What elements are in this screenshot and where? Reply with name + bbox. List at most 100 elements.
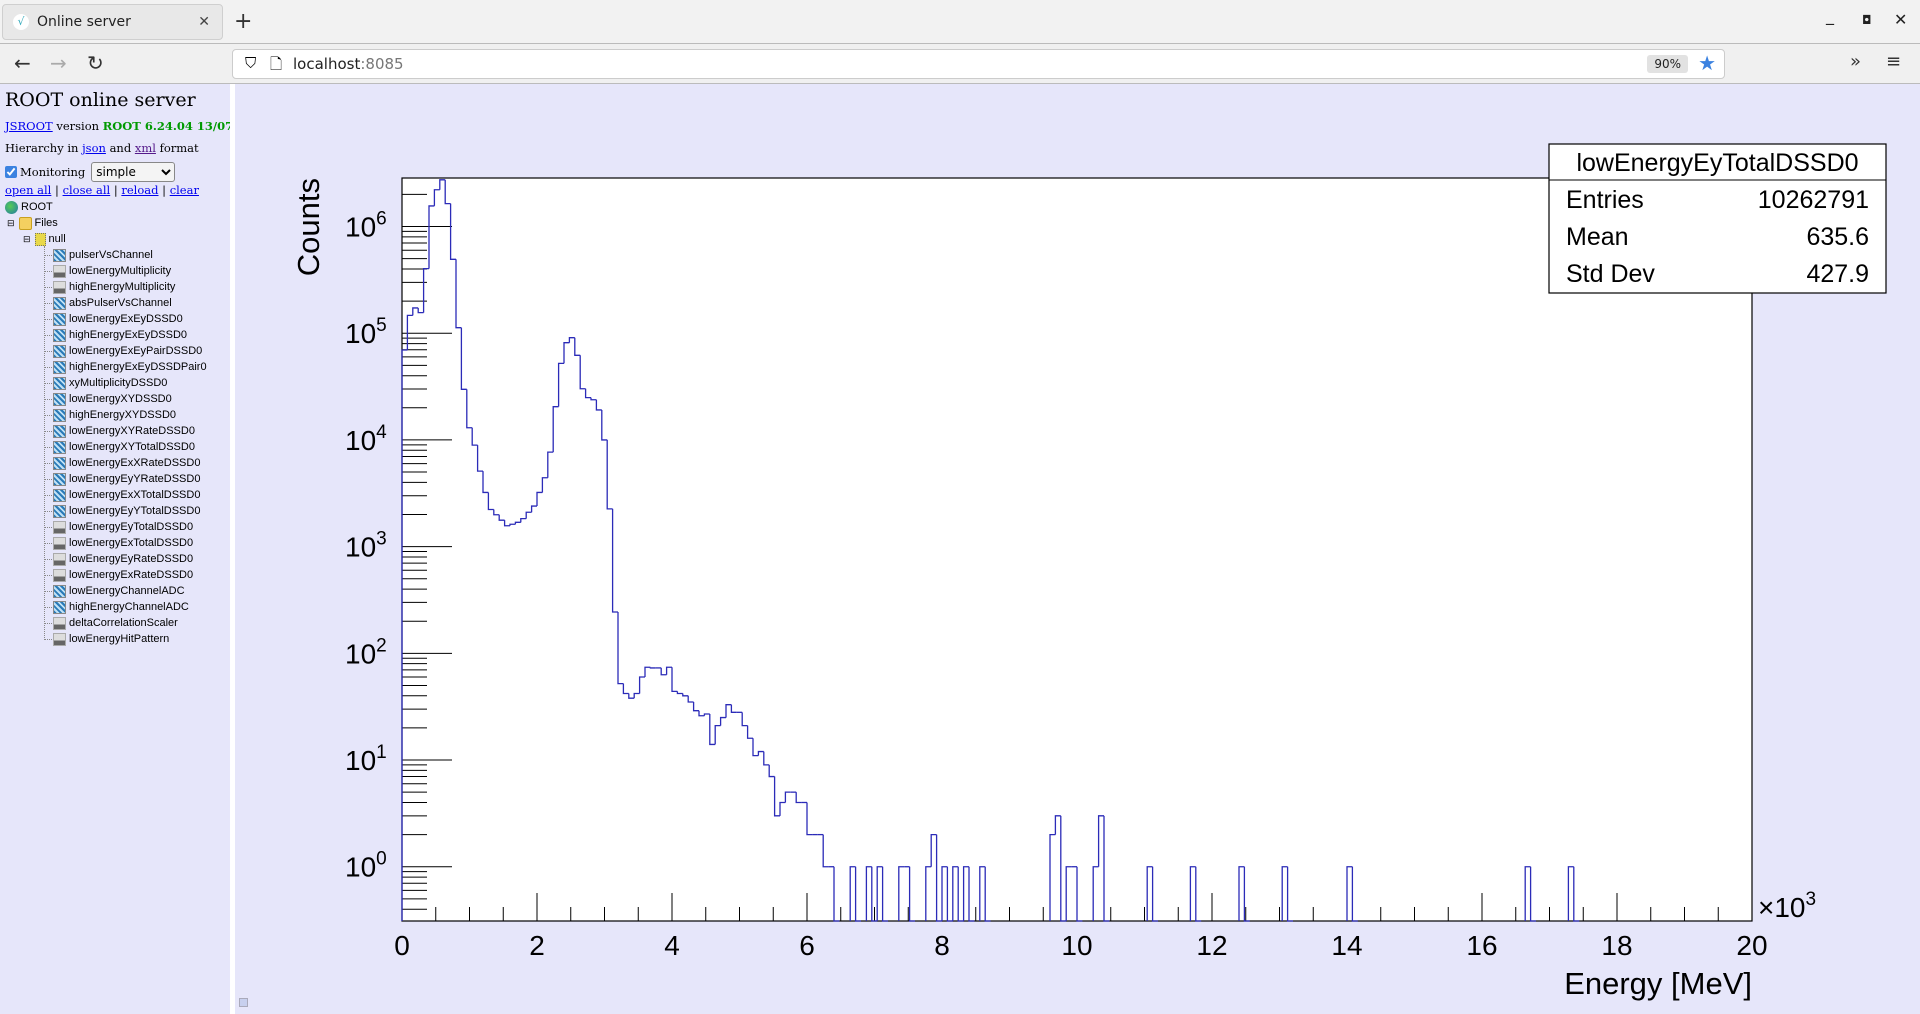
tree-item[interactable]: deltaCorrelationScaler [53,615,178,631]
tree-null[interactable]: ⊟ null [23,231,66,247]
tree-item[interactable]: highEnergyExEyDSSDPair0 [53,359,207,375]
jsroot-link[interactable]: JSROOT [5,119,53,133]
tree-branch-line [44,303,52,304]
format-word: format [159,141,199,155]
hamburger-icon[interactable]: ≡ [1886,51,1902,72]
x-tick-label: 8 [934,930,950,961]
histogram-bin [449,203,456,260]
tree-item-label: lowEnergyEyRateDSSD0 [69,553,194,565]
tree-item[interactable]: highEnergyExEyDSSD0 [53,327,187,343]
tree-item-label: lowEnergyXYTotalDSSD0 [69,441,195,453]
tree-item[interactable]: lowEnergyMultiplicity [53,263,171,279]
tree-item[interactable]: lowEnergyEyTotalDSSD0 [53,519,193,535]
histogram-bin [574,337,581,356]
tree-root[interactable]: ROOT [5,199,53,215]
histogram-bin [682,693,689,697]
xml-link[interactable]: xml [134,141,156,155]
reload-icon[interactable]: ↻ [87,51,104,75]
monitoring-label: Monitoring [20,165,86,179]
tree-item[interactable]: lowEnergyExTotalDSSD0 [53,535,193,551]
url-bar[interactable]: ⛉ 🗋 localhost:8085 90% ★ [232,49,1725,79]
reload-link[interactable]: reload [121,183,159,197]
histogram-1d-icon [53,520,66,534]
stats-title: lowEnergyEyTotalDSSD0 [1576,149,1858,177]
x-multiplier-exponent: 3 [1806,889,1817,910]
window-close-icon[interactable]: ✕ [1894,10,1908,29]
minimize-icon[interactable]: _ [1826,6,1834,25]
zoom-level-button[interactable]: 90% [1647,55,1688,73]
tree-item[interactable]: lowEnergyExRateDSSD0 [53,567,193,583]
tree-item[interactable]: lowEnergyXYRateDSSD0 [53,423,195,439]
page-title: ROOT online server [5,89,196,111]
histogram-bin [552,406,559,453]
json-link[interactable]: json [82,141,106,155]
tree-item[interactable]: lowEnergyHitPattern [53,631,169,647]
tree-item[interactable]: lowEnergyExXRateDSSD0 [53,455,200,471]
histogram-bin [1529,866,1536,922]
arrow-left-icon[interactable]: ← [14,51,31,75]
navigation-bar: ← → ↻ ⛉ 🗋 localhost:8085 90% ★ » ≡ [0,43,1920,84]
tree-item[interactable]: absPulserVsChannel [53,295,172,311]
histogram-bin [1092,866,1099,921]
tree-item[interactable]: lowEnergyEyYRateDSSD0 [53,471,200,487]
tree-item[interactable]: highEnergyChannelADC [53,599,189,615]
tree-item[interactable]: lowEnergyXYTotalDSSD0 [53,439,195,455]
histogram-bin [466,389,473,429]
monitoring-mode-select[interactable]: simple [91,162,176,182]
histogram-bin [530,505,537,513]
star-icon[interactable]: ★ [1698,51,1716,75]
shield-icon[interactable]: ⛉ [245,54,257,72]
url-port: :8085 [360,55,404,73]
histogram-bin [692,701,699,712]
close-tab-icon[interactable]: ✕ [198,14,210,30]
histogram-1d-icon [53,616,66,630]
histogram-2d-icon [53,504,66,518]
tree-files[interactable]: ⊟ Files [7,215,58,231]
tree-item[interactable]: highEnergyXYDSSD0 [53,407,176,423]
tree-item-label: lowEnergyExEyPairDSSD0 [69,345,203,357]
maximize-icon[interactable]: ◘ [1862,13,1872,27]
close-all-link[interactable]: close all [62,183,111,197]
clear-link[interactable]: clear [169,183,199,197]
histogram-bin [1573,866,1580,922]
arrow-right-icon[interactable]: → [50,51,67,75]
tree-item[interactable]: highEnergyMultiplicity [53,279,175,295]
tree-item[interactable]: lowEnergyXYDSSD0 [53,391,172,407]
histogram-bin [795,792,802,804]
histogram-2d-icon [53,328,66,342]
tree-item[interactable]: lowEnergyChannelADC [53,583,185,599]
tree-item[interactable]: lowEnergyExEyPairDSSD0 [53,343,202,359]
resize-handle[interactable] [239,998,248,1007]
histogram-bin [514,521,521,525]
histogram-bin [579,355,586,390]
histogram-bin [709,714,716,746]
new-tab-button[interactable]: + [234,9,253,34]
directory-icon [34,232,46,246]
x-tick-label: 14 [1331,930,1362,961]
y-tick-label: 106 [345,209,387,243]
chevron-double-right-icon[interactable]: » [1850,51,1862,72]
collapse-icon[interactable]: ⊟ [7,217,15,228]
url-text[interactable]: localhost:8085 [293,55,404,73]
histogram-bin [509,523,516,526]
and-word: and [109,141,132,155]
histogram-2d-icon [53,392,66,406]
panel-splitter[interactable] [230,84,235,1014]
tree-item[interactable]: lowEnergyEyYTotalDSSD0 [53,503,200,519]
tree-root-label: ROOT [21,201,53,213]
collapse-icon[interactable]: ⊟ [23,233,31,244]
browser-tab[interactable]: √ Online server ✕ [2,4,223,40]
tree-item[interactable]: lowEnergyExXTotalDSSD0 [53,487,200,503]
tree-item[interactable]: lowEnergyExEyDSSD0 [53,311,183,327]
x-tick-label: 0 [394,930,410,961]
monitoring-checkbox[interactable] [5,166,17,178]
monitoring-row: Monitoring simple [5,162,176,182]
open-all-link[interactable]: open all [5,183,52,197]
tree-item[interactable]: xyMultiplicityDSSD0 [53,375,167,391]
tree-item[interactable]: lowEnergyEyRateDSSD0 [53,551,193,567]
x-tick-label: 20 [1736,930,1767,961]
tree-item[interactable]: pulserVsChannel [53,247,153,263]
histogram-bin [925,866,932,921]
tree-item-label: absPulserVsChannel [69,297,172,309]
tree-item-label: xyMultiplicityDSSD0 [69,377,168,389]
